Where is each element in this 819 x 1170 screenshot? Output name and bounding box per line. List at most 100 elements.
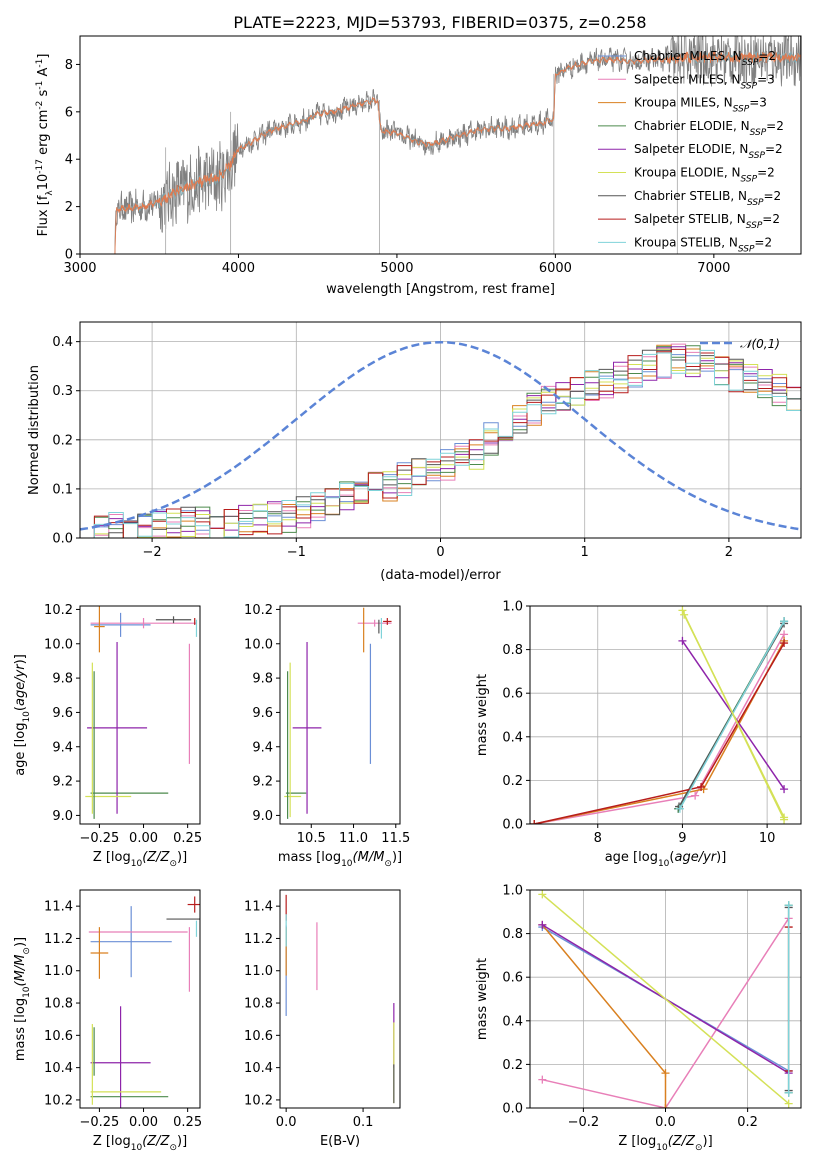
age-vs-mass-ytick-label: 9.6 [252, 706, 273, 721]
mass-vs-Z-frame [79, 889, 201, 1109]
residuals-ytick-label: 0.4 [52, 335, 73, 350]
residuals-xlabel: (data-model)/error [380, 568, 501, 583]
residuals-xtick-label: −2 [143, 545, 162, 560]
age-vs-Z-ytick-label: 9.2 [52, 775, 73, 790]
weight-vs-Z-weight-marker [784, 1088, 793, 1097]
weight-vs-age-ytick-label: 0.8 [502, 643, 523, 658]
mass-vs-Z-ytick-label: 11.4 [44, 900, 73, 915]
age-vs-mass-ytick-label: 9.4 [252, 740, 273, 755]
weight-vs-Z-xtick-label: −0.2 [568, 1115, 600, 1130]
mass-vs-Z-xtick-label: 0.00 [129, 1115, 158, 1130]
weight-vs-age-xtick-label: 8 [594, 831, 602, 846]
residuals-hist-series [80, 349, 801, 538]
weight-vs-age-plot-area [530, 606, 789, 824]
age-vs-mass-xtick-label: 11.0 [339, 831, 368, 846]
weight-vs-Z-ylabel: mass weight [475, 958, 490, 1040]
age-vs-Z-ytick-label: 9.6 [52, 706, 73, 721]
residuals-hist-series [80, 345, 801, 538]
residuals-ytick-label: 0.2 [52, 433, 73, 448]
mass-vs-Z-ytick-label: 10.6 [44, 1029, 73, 1044]
age-vs-Z-ytick-label: 10.2 [44, 603, 73, 618]
spectrum-data-line [114, 36, 801, 254]
age-vs-mass-frame [279, 605, 401, 825]
mass-vs-Z-xtick-label: 0.25 [173, 1115, 202, 1130]
weight-vs-age-xtick-label: 10 [759, 831, 776, 846]
weight-vs-age-weight-marker [678, 606, 687, 615]
mass-vs-ebv-ytick-label: 11.2 [244, 932, 273, 947]
spectrum-ytick-label: 2 [65, 200, 73, 215]
age-vs-mass-ytick-label: 10.0 [244, 637, 273, 652]
spectrum-legend-label: Salpeter STELIB, NSSP=2 [634, 212, 780, 231]
residuals-plot-area [80, 340, 801, 538]
weight-vs-age-xtick-label: 9 [678, 831, 686, 846]
weight-vs-Z-frame [529, 889, 802, 1109]
weight-vs-age-weight-marker [678, 636, 687, 645]
weight-vs-age-weight-line [683, 614, 785, 818]
weight-vs-age-ytick-label: 0.2 [502, 774, 523, 789]
mass-vs-ebv-ytick-label: 10.4 [244, 1061, 273, 1076]
weight-vs-Z-weight-marker [661, 1069, 670, 1078]
mass-vs-Z-ytick-label: 10.8 [44, 997, 73, 1012]
weight-vs-Z-weight-marker [538, 1075, 547, 1084]
age-vs-Z-ytick-label: 9.0 [52, 809, 73, 824]
age-vs-Z-plot-area [85, 606, 198, 819]
mass-vs-ebv-ytick-label: 10.8 [244, 997, 273, 1012]
weight-vs-age-weight-line [679, 620, 785, 810]
weight-vs-Z-ytick-label: 1.0 [502, 884, 523, 899]
weight-vs-Z-weight-line [541, 893, 790, 1105]
spectrum-legend-label: Chabrier ELODIE, NSSP=2 [634, 119, 784, 138]
spectrum-xtick-label: 3000 [63, 261, 96, 276]
spectrum-ytick-label: 8 [65, 58, 73, 73]
weight-vs-age-ylabel: mass weight [475, 674, 490, 756]
spectrum-plot-area [114, 36, 801, 254]
residuals-ytick-label: 0.1 [52, 482, 73, 497]
mass-vs-ebv-xlabel: E(B-V) [320, 1134, 360, 1149]
mass-vs-ebv-xtick-label: 0.1 [353, 1115, 374, 1130]
age-vs-Z-xlabel: Z [log10(Z/Z⊙)] [93, 850, 187, 869]
weight-vs-age-weight-marker [675, 804, 684, 813]
residuals-ylabel: Normed distribution [27, 365, 42, 495]
spectrum-legend-label: Chabrier STELIB, NSSP=2 [634, 189, 781, 208]
mass-vs-ebv-ytick-label: 10.2 [244, 1093, 273, 1108]
age-vs-Z-ytick-label: 9.8 [52, 672, 73, 687]
residuals-hist-series [80, 349, 801, 538]
weight-vs-Z-ytick-label: 0.4 [502, 1014, 523, 1029]
mass-vs-ebv-ytick-label: 11.0 [244, 964, 273, 979]
mass-vs-ebv-frame [279, 889, 401, 1109]
weight-vs-age-weight-marker [530, 820, 539, 824]
spectrum-legend: Chabrier MILES, NSSP=2 Salpeter MILES, NS… [598, 49, 784, 254]
age-vs-mass-plot-area [284, 607, 392, 819]
residuals-ytick-label: 0.3 [52, 384, 73, 399]
weight-vs-Z-weight-marker [538, 920, 547, 929]
residuals-xtick-label: −1 [287, 545, 306, 560]
age-vs-Z-xtick-label: 0.00 [129, 831, 158, 846]
weight-vs-Z-weight-line [542, 917, 790, 1108]
age-vs-mass-ytick-label: 9.0 [252, 809, 273, 824]
residuals-hist-series [80, 343, 801, 538]
weight-vs-Z-xlabel: Z [log10(Z/Z⊙)] [618, 1134, 712, 1153]
residuals-legend-label: 𝒩(0,1) [740, 337, 780, 351]
age-vs-Z-frame [79, 605, 201, 825]
weight-vs-age-ytick-label: 1.0 [502, 600, 523, 615]
residuals-hist-series [80, 348, 801, 538]
weight-vs-Z-weight-marker [784, 1099, 793, 1108]
age-vs-mass-ytick-label: 9.8 [252, 672, 273, 687]
mass-vs-Z-ylabel: mass [log10(M/M⊙)] [13, 937, 32, 1061]
age-vs-Z-ylabel: age [log10(age/yr)] [13, 654, 32, 776]
weight-vs-age-weight-marker [780, 617, 789, 626]
weight-vs-age-weight-marker [680, 610, 689, 619]
weight-vs-Z-xtick-label: 0.2 [737, 1115, 758, 1130]
spectrum-xlabel: wavelength [Angstrom, rest frame] [326, 282, 555, 297]
mass-vs-Z-ytick-label: 10.2 [44, 1093, 73, 1108]
spectrum-legend-label: Kroupa MILES, NSSP=3 [634, 96, 767, 115]
weight-vs-age-weight-marker [697, 782, 706, 791]
spectrum-xtick-label: 7000 [697, 261, 730, 276]
spectrum-xtick-label: 6000 [539, 261, 572, 276]
spectrum-frame [79, 35, 802, 255]
weight-vs-Z-ytick-label: 0.8 [502, 927, 523, 942]
spectrum-legend-label: Kroupa ELODIE, NSSP=2 [634, 166, 775, 185]
residuals-hist-series [80, 348, 801, 538]
spectrum-legend-label: Salpeter ELODIE, NSSP=2 [634, 142, 783, 161]
weight-vs-age-weight-marker [691, 791, 700, 800]
